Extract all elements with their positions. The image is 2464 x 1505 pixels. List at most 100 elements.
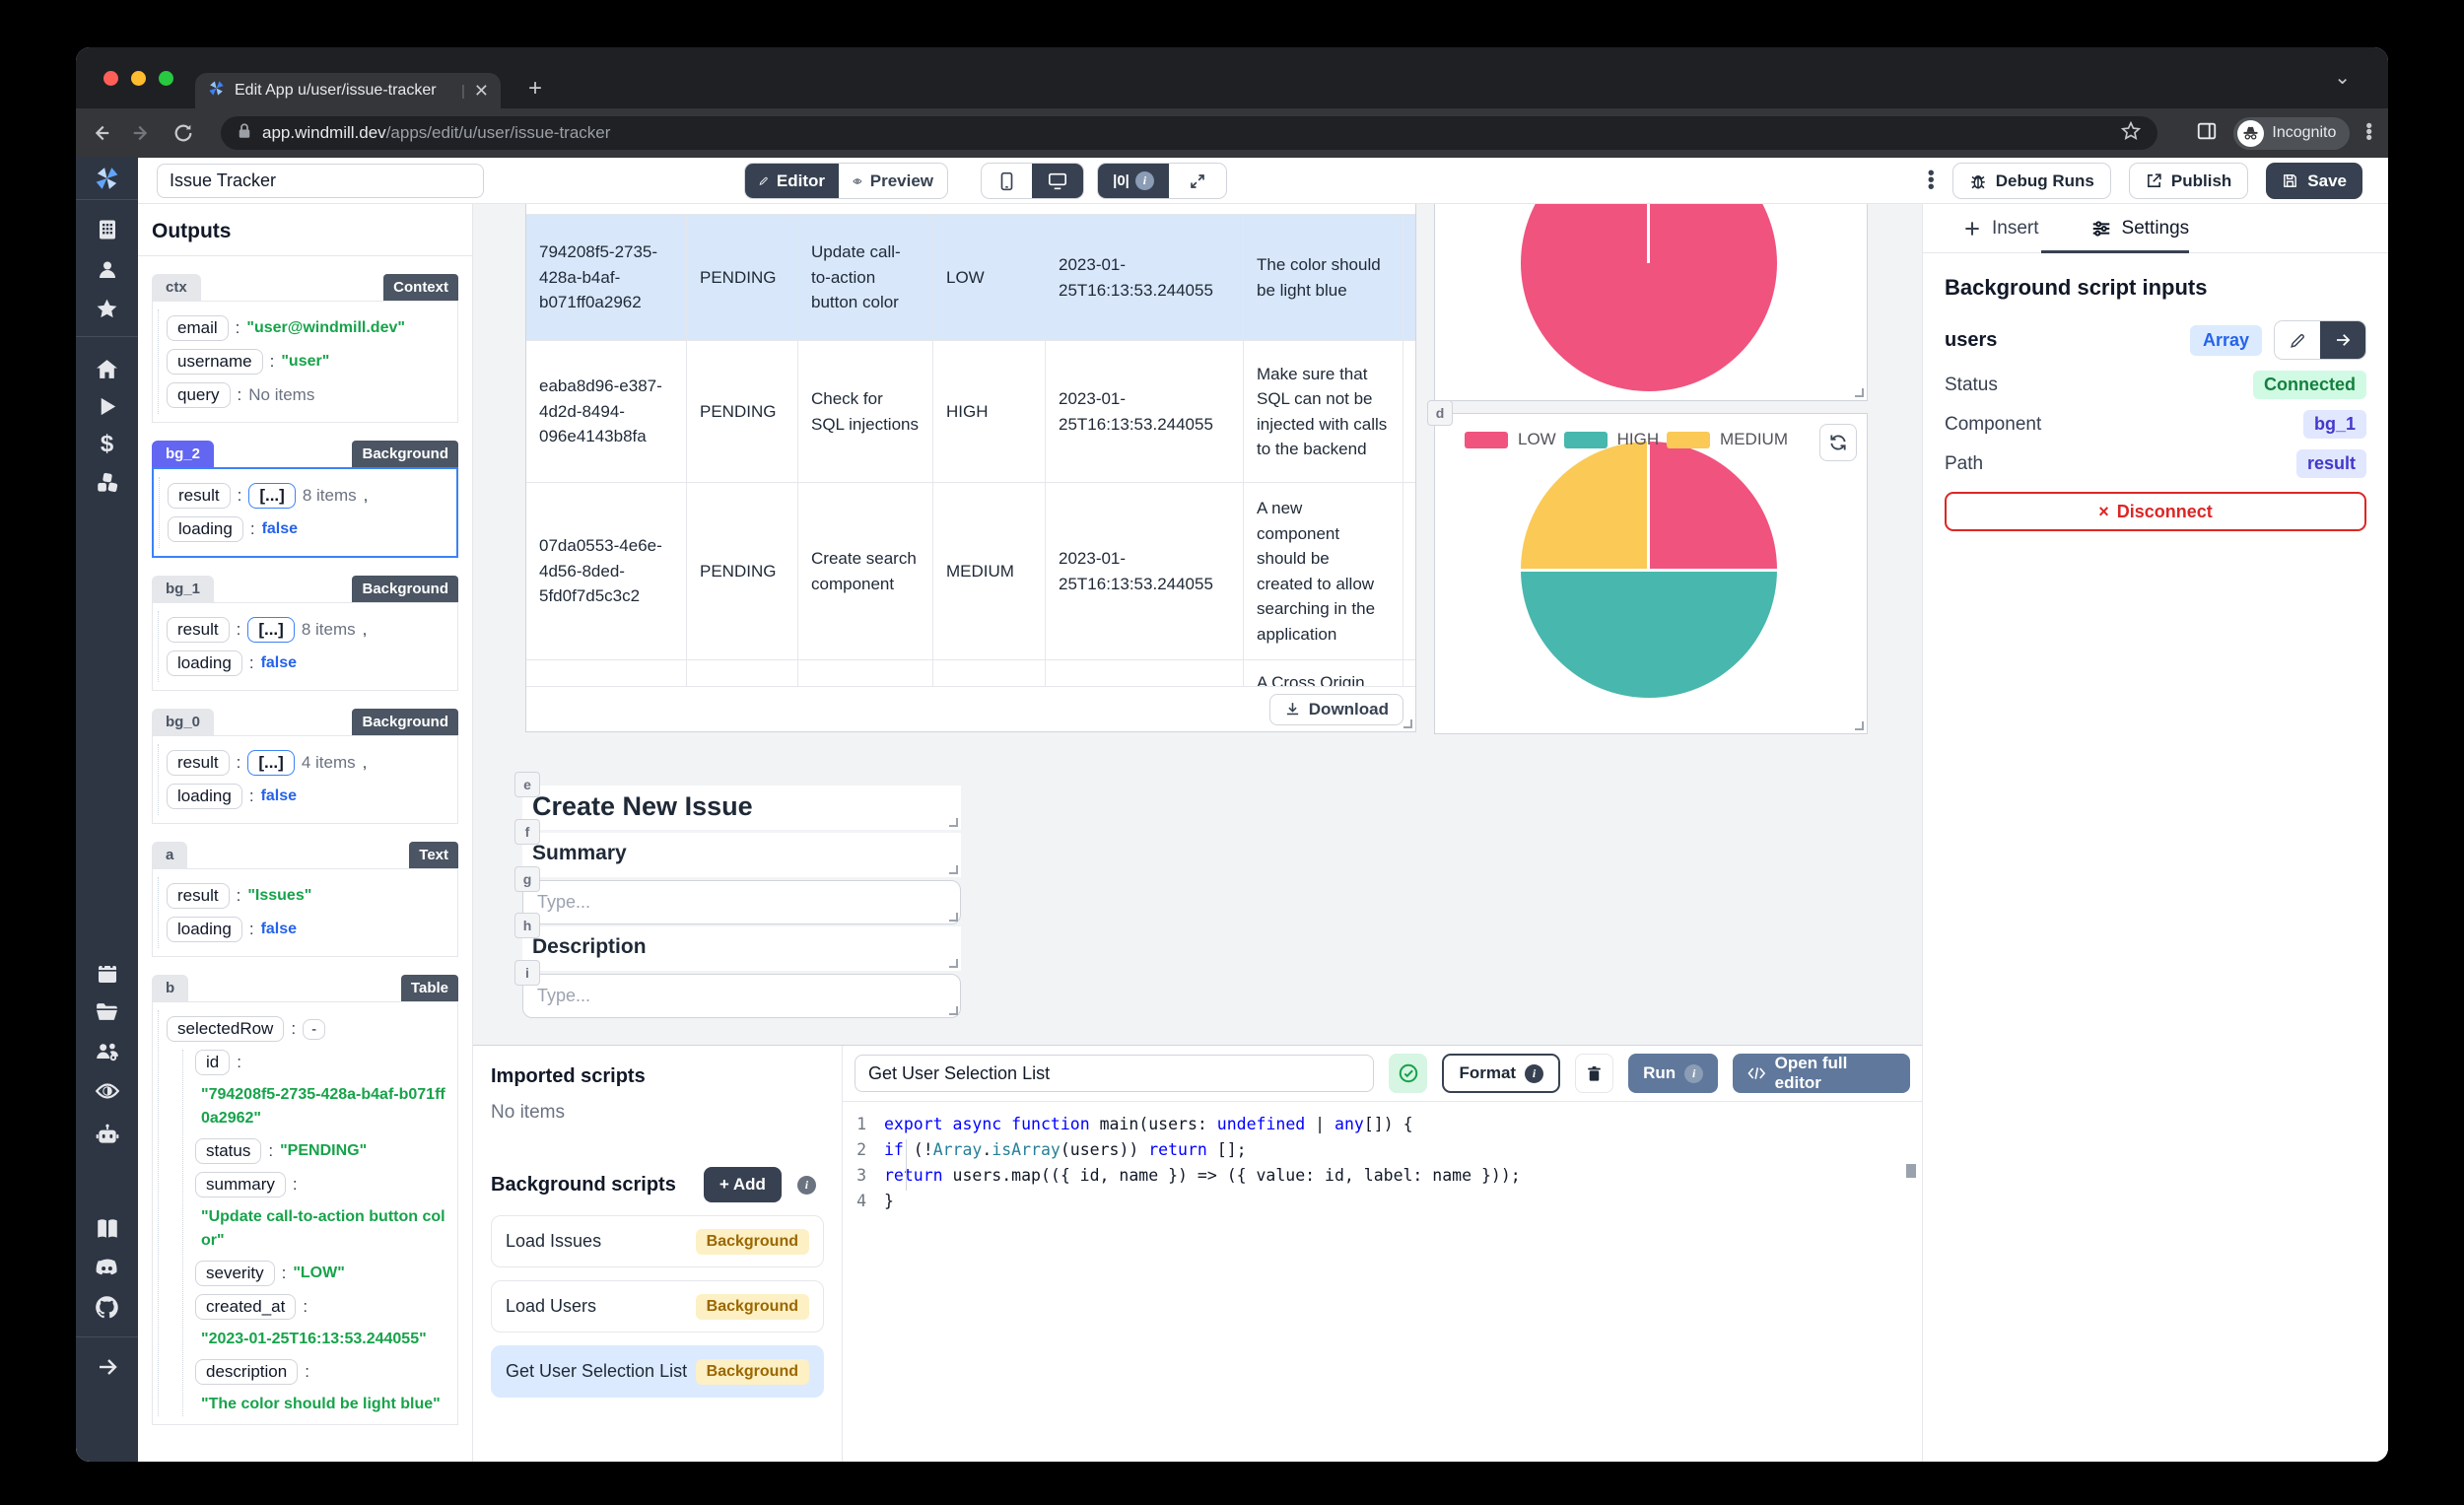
resources-cubes-icon[interactable]: [93, 468, 121, 497]
bookmark-star-icon[interactable]: [2120, 120, 2142, 147]
static-edit-mode-button[interactable]: [2275, 321, 2320, 359]
publish-button[interactable]: Publish: [2128, 163, 2249, 199]
desktop-view-button[interactable]: [1032, 164, 1083, 198]
resize-handle[interactable]: [949, 865, 958, 874]
tab-insert[interactable]: Insert: [1962, 204, 2039, 252]
windmill-logo-icon[interactable]: [93, 164, 121, 192]
key-pill[interactable]: created_at: [195, 1294, 297, 1320]
side-panel-icon[interactable]: [2196, 120, 2218, 147]
output-tab-b[interactable]: b: [152, 975, 189, 1001]
script-item[interactable]: Load Users Background: [491, 1280, 824, 1333]
key-pill[interactable]: email: [167, 315, 229, 341]
groups-users-icon[interactable]: [93, 1037, 121, 1065]
script-item-selected[interactable]: Get User Selection List Background: [491, 1345, 824, 1398]
connect-mode-button[interactable]: [2320, 321, 2365, 359]
legend-item[interactable]: LOW: [1465, 430, 1556, 449]
audit-eye-icon[interactable]: [93, 1076, 121, 1105]
more-options-icon[interactable]: • • •: [1927, 163, 1935, 198]
output-tab-a[interactable]: a: [152, 842, 188, 868]
legend-item[interactable]: MEDIUM: [1667, 430, 1788, 449]
key-pill[interactable]: status: [195, 1138, 262, 1164]
refresh-chart-button[interactable]: [1819, 424, 1857, 461]
key-pill[interactable]: loading: [167, 917, 242, 942]
component-tag[interactable]: i: [514, 960, 540, 986]
expand-array-pill[interactable]: [...]: [247, 750, 295, 776]
run-button[interactable]: Run i: [1628, 1054, 1719, 1093]
key-pill[interactable]: id: [195, 1050, 231, 1075]
debug-panel-toggle[interactable]: |0| i: [1098, 164, 1169, 198]
collapse-sidebar-arrow-icon[interactable]: [93, 1352, 121, 1381]
script-item[interactable]: Load Issues Background: [491, 1215, 824, 1267]
forward-button[interactable]: [125, 116, 159, 150]
summary-input[interactable]: [522, 880, 961, 924]
save-button[interactable]: Save: [2266, 163, 2362, 199]
schedules-calendar-icon[interactable]: [93, 958, 121, 987]
key-pill[interactable]: description: [195, 1359, 299, 1385]
description-input[interactable]: [522, 974, 961, 1018]
tab-settings[interactable]: Settings: [2090, 204, 2189, 252]
resize-handle[interactable]: [1855, 388, 1864, 397]
key-pill[interactable]: query: [167, 382, 231, 408]
component-tag[interactable]: e: [514, 772, 540, 797]
path-badge[interactable]: result: [2295, 449, 2366, 478]
close-window-button[interactable]: [103, 71, 118, 86]
maximize-window-button[interactable]: [159, 71, 173, 86]
browser-menu-icon[interactable]: • • •: [2365, 116, 2372, 149]
collapse-pill[interactable]: -: [303, 1018, 326, 1040]
script-name-input[interactable]: [855, 1055, 1375, 1092]
runs-play-icon[interactable]: [93, 392, 121, 421]
form-title-component[interactable]: e Create New Issue: [514, 772, 961, 830]
resize-handle[interactable]: [949, 959, 958, 968]
docs-book-icon[interactable]: [93, 1214, 121, 1243]
github-icon[interactable]: [93, 1293, 121, 1322]
editor-tab[interactable]: Editor: [745, 164, 839, 198]
resize-handle[interactable]: [1403, 719, 1412, 728]
resize-handle[interactable]: [949, 1006, 958, 1015]
component-tag[interactable]: d: [1427, 400, 1453, 426]
key-pill[interactable]: loading: [167, 1424, 242, 1425]
new-tab-button[interactable]: +: [527, 75, 542, 102]
table-row[interactable]: A Cross Origin: [526, 660, 1415, 687]
output-tab-bg0[interactable]: bg_0: [152, 709, 215, 735]
expand-array-pill[interactable]: [...]: [248, 483, 296, 509]
key-pill[interactable]: summary: [195, 1172, 286, 1197]
scrollbar-mark[interactable]: [1906, 1164, 1916, 1178]
key-pill[interactable]: result: [167, 617, 230, 643]
key-pill[interactable]: severity: [195, 1261, 275, 1286]
user-icon[interactable]: [93, 255, 121, 284]
key-pill[interactable]: result: [167, 883, 230, 909]
field-type-badge[interactable]: Array: [2189, 324, 2262, 356]
variables-dollar-icon[interactable]: $: [100, 430, 114, 457]
back-button[interactable]: [84, 116, 117, 150]
debug-runs-button[interactable]: Debug Runs: [1951, 163, 2111, 199]
output-tab-ctx[interactable]: ctx: [152, 274, 201, 301]
description-label-component[interactable]: h Description: [514, 913, 961, 971]
table-row[interactable]: eaba8d96-e387-4d2d-8494-096e4143b8fa PEN…: [526, 341, 1415, 483]
browser-tab[interactable]: Edit App u/user/issue-tracker | ✕: [195, 73, 501, 108]
code-editor[interactable]: 1 export async function main(users: undef…: [843, 1102, 1922, 1214]
download-button[interactable]: Download: [1268, 693, 1403, 725]
key-pill[interactable]: result: [168, 483, 231, 509]
minimize-window-button[interactable]: [131, 71, 146, 86]
expand-array-pill[interactable]: [...]: [247, 617, 295, 643]
open-full-editor-button[interactable]: Open full editor: [1733, 1054, 1910, 1093]
component-tag[interactable]: f: [514, 819, 540, 845]
component-tag[interactable]: h: [514, 913, 540, 938]
key-pill[interactable]: selectedRow: [167, 1016, 285, 1042]
component-badge[interactable]: bg_1: [2302, 410, 2366, 439]
key-pill[interactable]: loading: [167, 650, 242, 676]
summary-label-component[interactable]: f Summary: [514, 819, 961, 877]
fullscreen-button[interactable]: [1169, 164, 1226, 198]
address-bar[interactable]: app.windmill.dev/apps/edit/u/user/issue-…: [221, 116, 2157, 150]
resize-handle[interactable]: [1855, 721, 1864, 730]
key-pill[interactable]: username: [167, 349, 263, 375]
folders-icon[interactable]: [93, 997, 121, 1026]
reload-button[interactable]: [167, 116, 200, 150]
output-tab-bg2[interactable]: bg_2: [152, 441, 215, 467]
delete-script-button[interactable]: [1575, 1054, 1614, 1093]
disconnect-button[interactable]: × Disconnect: [1945, 492, 2366, 531]
discord-icon[interactable]: [93, 1254, 121, 1282]
workers-robot-icon[interactable]: [93, 1121, 121, 1149]
home-icon[interactable]: [93, 355, 121, 383]
legend-item[interactable]: HIGH: [1563, 430, 1659, 449]
